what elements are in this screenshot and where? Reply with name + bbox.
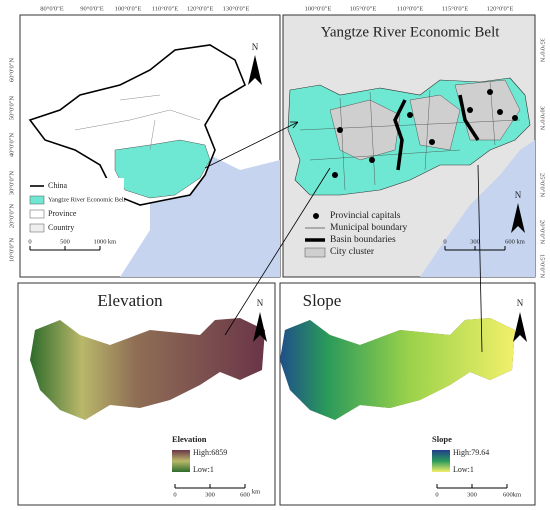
north-arrow <box>513 312 527 342</box>
scale-label: 0 <box>28 238 31 245</box>
legend-swatch <box>29 223 45 233</box>
legend-swatch <box>313 213 319 219</box>
north-label: N <box>252 42 259 52</box>
legend-box <box>24 178 124 260</box>
legend-title: Elevation <box>172 434 207 444</box>
slope-raster <box>280 318 515 420</box>
municipal-boundary <box>299 81 521 191</box>
lon-label: 110°0'0"E <box>397 5 423 12</box>
lon-label: 90°0'0"E <box>80 5 103 12</box>
scale-label: 0 <box>173 491 176 498</box>
scale-label: 600 <box>240 491 250 498</box>
scale-label: 300 <box>205 491 215 498</box>
capital <box>429 139 435 145</box>
legend-high: High:79.64 <box>453 448 489 457</box>
lat-label: 30°0'0"N <box>539 106 546 130</box>
capital <box>407 112 413 118</box>
legend-label: Provincial capitals <box>330 211 401 221</box>
north-label: N <box>517 298 524 308</box>
legend-label: Municipal boundary <box>330 223 408 233</box>
scale-bar <box>436 484 508 489</box>
legend-label: Basin boundaries <box>330 235 396 245</box>
scale-label: km <box>252 488 260 495</box>
lat-label: 25°0'0"N <box>539 173 546 197</box>
panel-title: Slope <box>303 291 342 310</box>
lon-label: 80°0'0"E <box>40 5 63 12</box>
north-arrow <box>248 55 262 85</box>
legend-swatch <box>29 209 45 219</box>
north-label: N <box>515 190 522 200</box>
lon-label: 100°0'0"E <box>305 5 332 12</box>
lon-label: 110°0'0"E <box>152 5 178 12</box>
elevation-raster <box>30 318 265 420</box>
scale-bar <box>174 484 246 489</box>
legend-swatch <box>304 247 326 258</box>
panel-title: Elevation <box>97 291 163 310</box>
lon-label: 120°0'0"E <box>187 5 214 12</box>
provincial-capitals <box>332 89 518 178</box>
capital <box>369 157 375 163</box>
north-arrow <box>511 203 525 233</box>
legend-low: Low:1 <box>453 465 474 474</box>
scale-label: 600km <box>503 491 521 498</box>
lat-label: 20°0'0"N <box>8 204 15 228</box>
scale-label: 0 <box>435 491 438 498</box>
lat-label: 35°0'0"N <box>539 38 546 62</box>
scale-label: 500 <box>60 238 70 245</box>
lat-label: 40°0'0"N <box>8 133 15 157</box>
capital <box>497 109 503 115</box>
capital <box>467 107 473 113</box>
lat-label: 15°0'0"N <box>539 254 546 278</box>
province-lines <box>74 94 201 151</box>
basin-boundary <box>393 94 480 171</box>
capital <box>332 172 338 178</box>
panel-title: Yangtze River Economic Belt <box>321 24 501 40</box>
legend-label: Province <box>48 209 77 218</box>
lat-label: 30°0'0"N <box>8 171 15 195</box>
capital <box>512 115 518 121</box>
scale-label: 1000 <box>94 238 107 245</box>
legend-high: High:6859 <box>193 448 227 457</box>
north-label: N <box>257 298 264 308</box>
lat-label: 20°0'0"N <box>539 220 546 244</box>
scale-label: 0 <box>443 238 446 245</box>
lat-label: 10°0'0"N <box>8 238 15 262</box>
legend-low: Low:1 <box>193 465 214 474</box>
legend-label: City cluster <box>330 247 375 257</box>
scale-label: 600 km <box>505 238 525 245</box>
legend-label: Yangtze River Economic Belt <box>48 196 126 203</box>
legend-ramp <box>172 450 190 472</box>
legend-title: Slope <box>432 434 452 444</box>
legend-label: Country <box>48 223 74 232</box>
capital <box>487 89 493 95</box>
lon-label: 120°0'0"E <box>487 5 514 12</box>
lon-label: 130°0'0"E <box>223 5 250 12</box>
legend-swatch <box>29 195 45 205</box>
lon-label: 105°0'0"E <box>350 5 377 12</box>
capital <box>337 127 343 133</box>
lon-label: 100°0'0"E <box>115 5 142 12</box>
legend-label: China <box>48 181 68 190</box>
scale-label: km <box>108 238 116 245</box>
lat-label: 50°0'0"N <box>8 96 15 120</box>
scale-bar <box>29 246 101 251</box>
lat-label: 60°0'0"N <box>8 58 15 82</box>
north-arrow <box>253 312 267 342</box>
connector <box>204 121 483 353</box>
city-cluster <box>329 79 521 161</box>
sea <box>420 140 535 277</box>
scale-label: 300 <box>467 491 477 498</box>
scale-label: 300 <box>470 238 480 245</box>
lon-label: 115°0'0"E <box>442 5 468 12</box>
scale-bar <box>444 246 506 251</box>
legend-ramp <box>432 450 450 472</box>
